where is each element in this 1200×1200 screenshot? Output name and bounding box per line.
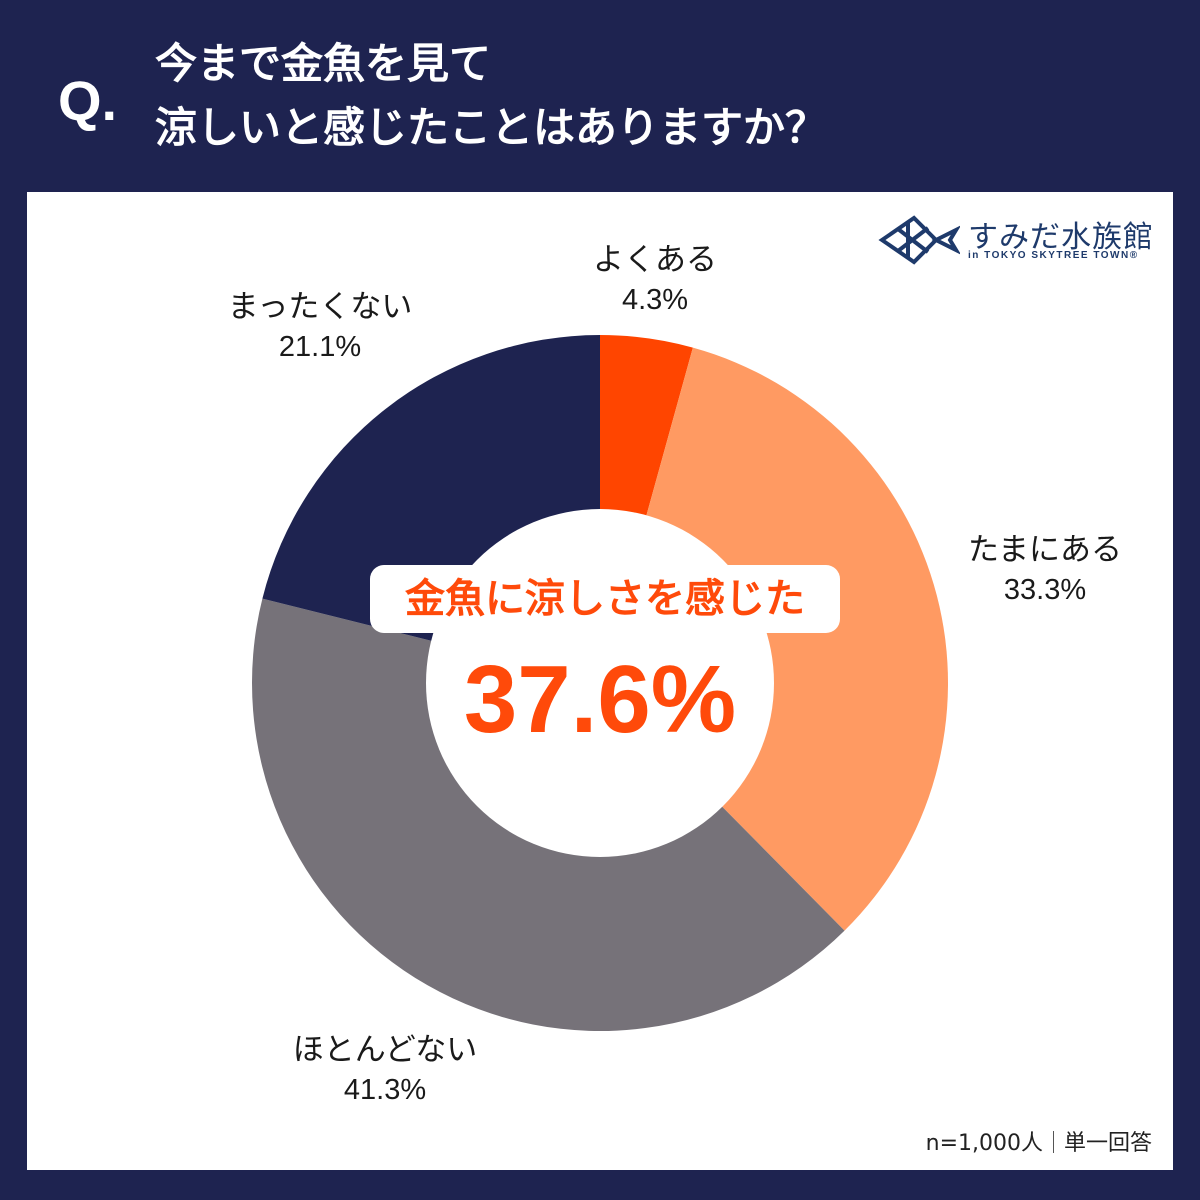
page-title: 今まで金魚を見て 涼しいと感じたことはありますか？ <box>155 32 827 160</box>
question-mark: Q. <box>58 69 118 132</box>
label-never: まったくない 21.1% <box>227 289 413 363</box>
title-line-1: 今まで金魚を見て <box>155 39 492 88</box>
slice-sometimes <box>600 347 948 931</box>
label-sometimes: たまにある 33.3% <box>967 532 1123 606</box>
label-often: よくある 4.3% <box>593 242 717 316</box>
label-rarely: ほとんどない 41.3% <box>292 1032 478 1106</box>
logo-name: すみだ水族館 <box>968 220 1154 255</box>
sample-size: n=1,000人 <box>925 1131 1043 1156</box>
answer-type: 単一回答 <box>1063 1131 1152 1156</box>
logo-subtitle: in TOKYO SKYTREE TOWN® <box>968 250 1139 261</box>
divider <box>1052 1131 1054 1153</box>
center-label-pill: 金魚に涼しさを感じた <box>370 565 840 633</box>
title-line-2: 涼しいと感じたことはありますか？ <box>155 103 828 152</box>
footer-note: n=1,000人 単一回答 <box>926 1125 1152 1157</box>
fish-logo-icon <box>878 215 960 265</box>
brand-logo: すみだ水族館 in TOKYO SKYTREE TOWN® <box>878 212 1158 272</box>
center-value: 37.6% <box>463 646 737 753</box>
